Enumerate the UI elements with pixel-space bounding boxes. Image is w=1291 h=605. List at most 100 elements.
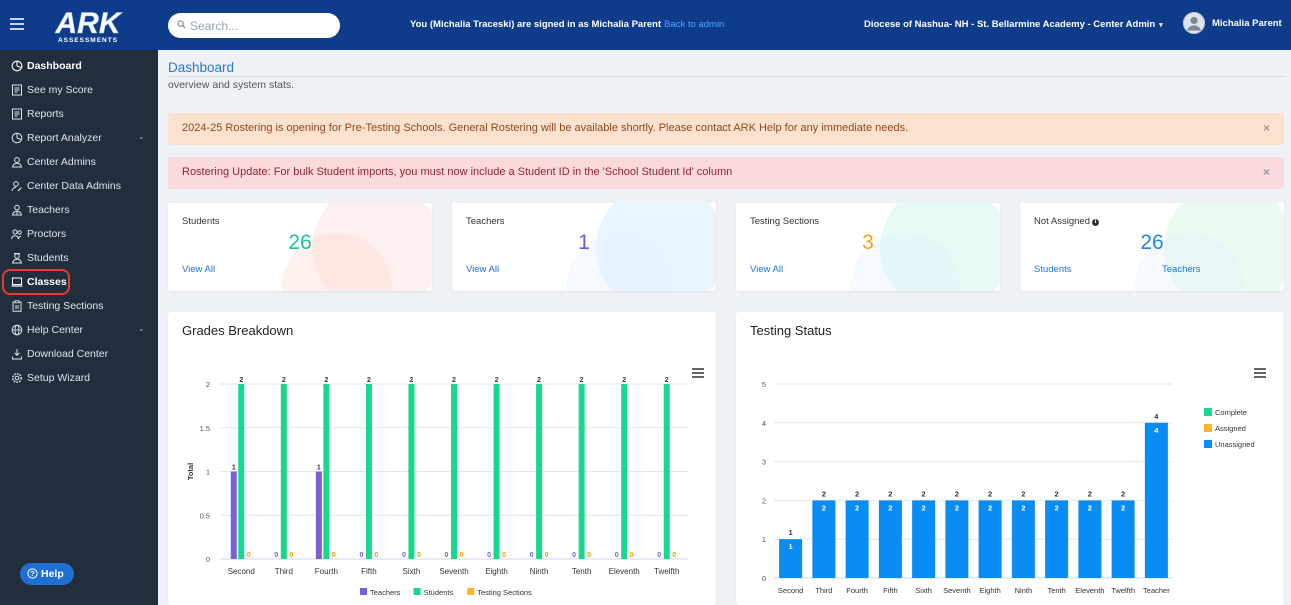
bar-unassigned[interactable]	[1011, 500, 1035, 578]
sidebar-item-students[interactable]: Students	[0, 248, 158, 268]
sidebar-item-label: Testing Sections	[27, 300, 104, 312]
back-to-admin-link[interactable]: Back to admin	[664, 19, 725, 30]
bar-unassigned[interactable]	[878, 500, 902, 578]
sidebar-item-testing-sections[interactable]: Testing Sections	[0, 296, 158, 316]
sidebar-item-proctors[interactable]: Proctors	[0, 224, 158, 244]
document-icon	[12, 84, 22, 96]
bar-students[interactable]	[663, 384, 670, 559]
bar-unassigned[interactable]	[779, 539, 803, 578]
bar-teachers[interactable]	[230, 471, 237, 560]
x-tick-label: Fifth	[361, 567, 377, 576]
sidebar-item-reports[interactable]: Reports	[0, 104, 158, 124]
bar-students[interactable]	[365, 384, 372, 559]
view-all-link[interactable]: View All	[182, 264, 216, 275]
sidebar: Dashboard See my Score Reports Report An…	[0, 50, 158, 605]
info-icon[interactable]: i	[1091, 219, 1099, 226]
user-name[interactable]: Michalia Parent	[1212, 18, 1282, 29]
chart-menu-icon[interactable]	[692, 368, 704, 378]
testing-sections-stat-card: Testing Sections 3 View All	[736, 203, 1000, 291]
sidebar-item-setup-wizard[interactable]: Setup Wizard	[0, 368, 158, 388]
org-selector-label: Diocese of Nashua- NH - St. Bellarmine A…	[864, 19, 1156, 30]
legend-item[interactable]: Testing Sections	[477, 588, 532, 597]
bar-students[interactable]	[238, 384, 245, 559]
data-label: 2	[324, 377, 328, 384]
question-circle-icon: ?	[27, 568, 38, 579]
legend-item[interactable]: Unassigned	[1215, 440, 1255, 449]
ark-logo[interactable]: ARK ASSESSMENTS	[46, 6, 130, 44]
y-tick-label: 3	[762, 458, 766, 467]
sidebar-item-report-analyzer[interactable]: Report Analyzer ⌄	[0, 128, 158, 148]
sidebar-item-download-center[interactable]: Download Center	[0, 344, 158, 364]
total-label: 2	[922, 489, 926, 498]
legend-item[interactable]: Complete	[1215, 408, 1247, 417]
data-label: 0	[657, 552, 661, 559]
bar-students[interactable]	[493, 384, 500, 559]
data-label: 0	[332, 552, 336, 559]
close-icon[interactable]: ×	[1262, 121, 1270, 135]
sidebar-item-center-data-admins[interactable]: Center Data Admins	[0, 176, 158, 196]
view-all-link[interactable]: View All	[466, 264, 500, 275]
legend-item[interactable]: Teachers	[370, 588, 401, 597]
close-icon[interactable]: ×	[1262, 165, 1270, 179]
bar-unassigned[interactable]	[812, 500, 836, 578]
bar-unassigned[interactable]	[1144, 422, 1168, 578]
y-tick-label: 2	[206, 380, 210, 389]
search-box[interactable]	[168, 13, 340, 38]
x-tick-label: Tenth	[572, 567, 592, 576]
bar-unassigned[interactable]	[845, 500, 869, 578]
stat-value: 26	[1140, 231, 1164, 254]
laptop-icon	[11, 277, 23, 287]
avatar[interactable]	[1183, 12, 1205, 34]
bar-unassigned[interactable]	[1045, 500, 1069, 578]
help-button[interactable]: ? Help	[20, 563, 74, 585]
students-link[interactable]: Students	[1034, 264, 1072, 275]
bar-students[interactable]	[578, 384, 585, 559]
bar-unassigned[interactable]	[1111, 500, 1135, 578]
bar-students[interactable]	[536, 384, 543, 559]
menu-toggle-icon[interactable]	[10, 18, 24, 30]
sidebar-item-label: Center Data Admins	[27, 180, 121, 192]
sidebar-item-classes[interactable]: Classes	[0, 272, 158, 292]
sidebar-item-center-admins[interactable]: Center Admins	[0, 152, 158, 172]
sidebar-item-dashboard[interactable]: Dashboard	[0, 56, 158, 76]
sidebar-item-see-my-score[interactable]: See my Score	[0, 80, 158, 100]
sidebar-item-teachers[interactable]: Teachers	[0, 200, 158, 220]
data-label: 0	[274, 552, 278, 559]
data-label: 2	[955, 503, 959, 512]
bar-students[interactable]	[323, 384, 330, 559]
data-label: 2	[1055, 503, 1059, 512]
bar-unassigned[interactable]	[945, 500, 969, 578]
x-tick-label: Sixth	[915, 586, 932, 595]
x-tick-label: Eighth	[979, 586, 1000, 595]
students-stat-card: Students 26 View All	[168, 203, 432, 291]
bar-students[interactable]	[280, 384, 287, 559]
chart-icon	[11, 132, 23, 144]
teachers-link[interactable]: Teachers	[1162, 264, 1201, 275]
search-input[interactable]	[190, 16, 330, 35]
x-tick-label: Eleventh	[609, 567, 640, 576]
legend-item[interactable]: Students	[424, 588, 454, 597]
data-label: 2	[888, 503, 892, 512]
impersonation-text: You (Michalia Traceski) are signed in as…	[410, 19, 662, 30]
bar-unassigned[interactable]	[978, 500, 1002, 578]
bar-students[interactable]	[621, 384, 628, 559]
bar-unassigned[interactable]	[912, 500, 936, 578]
data-label: 1	[232, 465, 236, 472]
y-tick-label: 5	[762, 380, 766, 389]
view-all-link[interactable]: View All	[750, 264, 784, 275]
org-selector[interactable]: Diocese of Nashua- NH - St. Bellarmine A…	[864, 19, 1163, 30]
y-tick-label: 0.5	[200, 511, 210, 520]
sidebar-item-label: Teachers	[27, 204, 70, 216]
chart-menu-icon[interactable]	[1254, 368, 1266, 378]
data-label: 0	[247, 552, 251, 559]
bar-students[interactable]	[451, 384, 457, 559]
legend-item[interactable]: Assigned	[1215, 424, 1246, 433]
bar-students[interactable]	[408, 384, 415, 559]
bar-unassigned[interactable]	[1078, 500, 1102, 578]
sidebar-item-help-center[interactable]: Help Center ⌄	[0, 320, 158, 340]
stat-label: Teachers	[466, 216, 505, 227]
top-bar: ARK ASSESSMENTS You (Michalia Traceski) …	[0, 0, 1291, 50]
legend-swatch	[1204, 440, 1212, 448]
total-label: 2	[822, 489, 826, 498]
bar-teachers[interactable]	[315, 471, 322, 560]
